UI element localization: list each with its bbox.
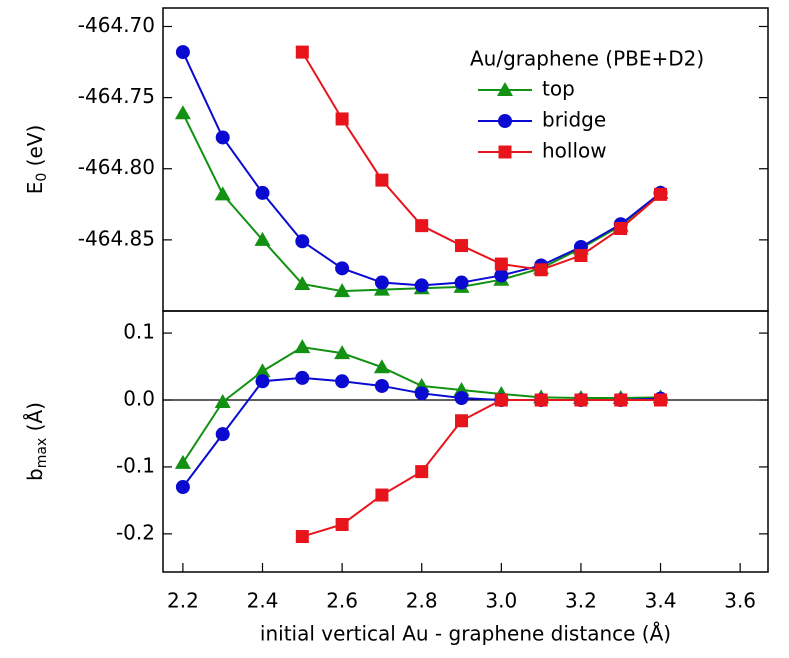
marker (335, 374, 350, 389)
legend-marker (497, 82, 513, 96)
y-tick-label: -464.75 (78, 84, 155, 108)
marker (214, 186, 231, 201)
y-tick-label: -464.70 (78, 13, 155, 37)
plot-frame (162, 310, 769, 573)
y-label-main: E (23, 182, 47, 195)
y-tick-label: -464.85 (78, 226, 155, 250)
marker (415, 465, 429, 479)
marker (534, 393, 548, 407)
marker (654, 393, 668, 407)
legend-marker (498, 145, 512, 159)
y-label-sub: 0 (34, 173, 50, 182)
marker (494, 257, 508, 271)
marker (534, 263, 548, 277)
marker (294, 339, 311, 354)
legend-marker (498, 114, 512, 128)
y-label-sub: max (34, 438, 50, 469)
y-label-unit: (Å) (23, 402, 47, 431)
marker (654, 187, 668, 201)
marker (334, 345, 351, 360)
marker (614, 393, 628, 407)
marker (255, 374, 270, 389)
marker (494, 268, 509, 283)
marker (254, 363, 271, 378)
y-axis-label: E0 (eV) (23, 125, 51, 195)
marker (335, 261, 350, 276)
marker (174, 454, 191, 469)
marker (295, 370, 310, 385)
marker (375, 173, 389, 187)
marker (335, 112, 349, 126)
x-tick-label: 2.4 (247, 589, 279, 613)
marker (295, 45, 309, 59)
marker (414, 386, 429, 401)
marker (295, 530, 309, 544)
x-tick-label: 2.8 (406, 589, 438, 613)
marker (335, 517, 349, 531)
marker (454, 391, 469, 405)
marker (454, 275, 469, 290)
y-tick-label: -0.1 (116, 453, 155, 477)
y-tick-label: -0.2 (116, 520, 155, 544)
x-tick-label: 3.4 (645, 589, 677, 613)
marker (215, 130, 230, 145)
marker (414, 278, 429, 293)
marker (295, 234, 310, 249)
marker (574, 393, 588, 407)
y-label-main: b (23, 468, 47, 481)
x-tick-label: 3.2 (565, 589, 597, 613)
legend-label: top (542, 77, 575, 101)
marker (254, 231, 271, 246)
marker (455, 414, 469, 428)
marker (255, 185, 270, 200)
marker (455, 239, 469, 253)
legend-label: bridge (542, 108, 606, 132)
marker (334, 283, 351, 298)
marker (374, 275, 389, 290)
y-tick-label: -464.80 (78, 155, 155, 179)
marker (374, 378, 389, 393)
x-axis-label: initial vertical Au - graphene distance … (260, 622, 671, 646)
legend-title: Au/graphene (PBE+D2) (470, 47, 704, 71)
series-line (302, 399, 661, 538)
marker (215, 427, 230, 442)
y-tick-label: 0.1 (123, 320, 155, 344)
x-tick-label: 2.6 (326, 589, 358, 613)
x-tick-label: 3.6 (724, 589, 756, 613)
y-label-unit: (eV) (23, 125, 47, 167)
marker (574, 249, 588, 263)
marker (373, 359, 390, 374)
series-line (301, 51, 662, 271)
marker (174, 105, 191, 120)
y-tick-label: 0.0 (123, 387, 155, 411)
y-axis-label: bmax (Å) (23, 402, 51, 481)
series-line (182, 346, 661, 464)
x-tick-label: 2.2 (167, 589, 199, 613)
marker (415, 219, 429, 233)
marker (214, 394, 231, 409)
marker (494, 393, 508, 407)
marker (294, 275, 311, 290)
marker (375, 488, 389, 502)
x-tick-label: 3.0 (485, 589, 517, 613)
marker (614, 221, 628, 235)
marker (175, 480, 190, 495)
marker (175, 45, 190, 60)
legend-label: hollow (542, 139, 607, 163)
